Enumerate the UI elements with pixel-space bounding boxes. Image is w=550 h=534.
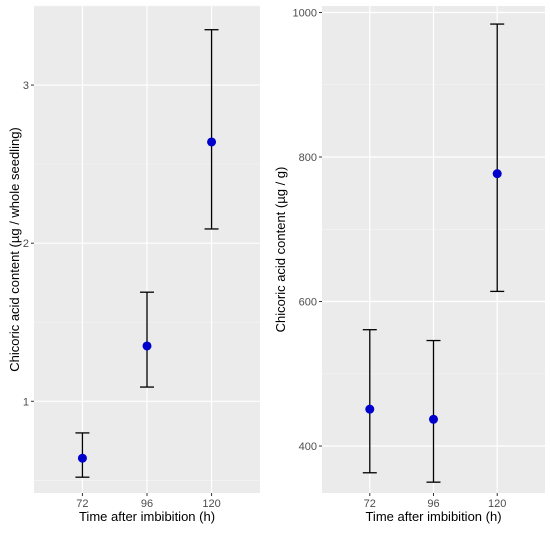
panel1-x-axis-title: Time after imbibition (h): [79, 509, 215, 524]
panel1-data-point-2: [207, 137, 217, 147]
panel1-tick-label-x-1: 96: [141, 498, 153, 510]
panel2-error-bar-1: [426, 339, 441, 483]
panel1-y-axis-title: Chicoric acid content (µg / whole seedli…: [7, 127, 22, 372]
panel2-tick-label-x-1: 96: [427, 498, 439, 510]
panel1-error-bar-2: [204, 29, 219, 230]
panel2-data-point-0: [365, 404, 375, 414]
panel2-tick-label-y-0: 400: [299, 441, 317, 453]
panel2-data-point-2: [492, 169, 502, 179]
panel1-tick-label-x-2: 120: [202, 498, 220, 510]
panel2-tick-label-y-2: 800: [299, 152, 317, 164]
panel2-y-axis-title: Chicoric acid content (µg / g): [273, 167, 288, 333]
panel1-tick-label-x-0: 72: [76, 498, 88, 510]
panel2-x-axis-title: Time after imbibition (h): [365, 509, 501, 524]
panel2-error-bar-0: [362, 329, 377, 474]
panel1-data-point-1: [142, 341, 152, 351]
panel2-tick-label-x-0: 72: [364, 498, 376, 510]
panel2-tick-label-y-1: 600: [299, 297, 317, 309]
panel1-data-point-0: [77, 453, 87, 463]
panel1-tick-label-y-1: 2: [23, 238, 29, 250]
panel1-tick-label-y-0: 1: [23, 396, 29, 408]
panel2-tick-label-y-3: 1000: [293, 8, 317, 20]
panel2-data-point-1: [429, 414, 438, 424]
panel2-error-bar-2: [490, 23, 505, 293]
panel1-error-bar-1: [140, 291, 154, 388]
panel2-tick-label-x-2: 120: [488, 498, 506, 510]
panel1-tick-label-y-2: 3: [23, 80, 29, 92]
